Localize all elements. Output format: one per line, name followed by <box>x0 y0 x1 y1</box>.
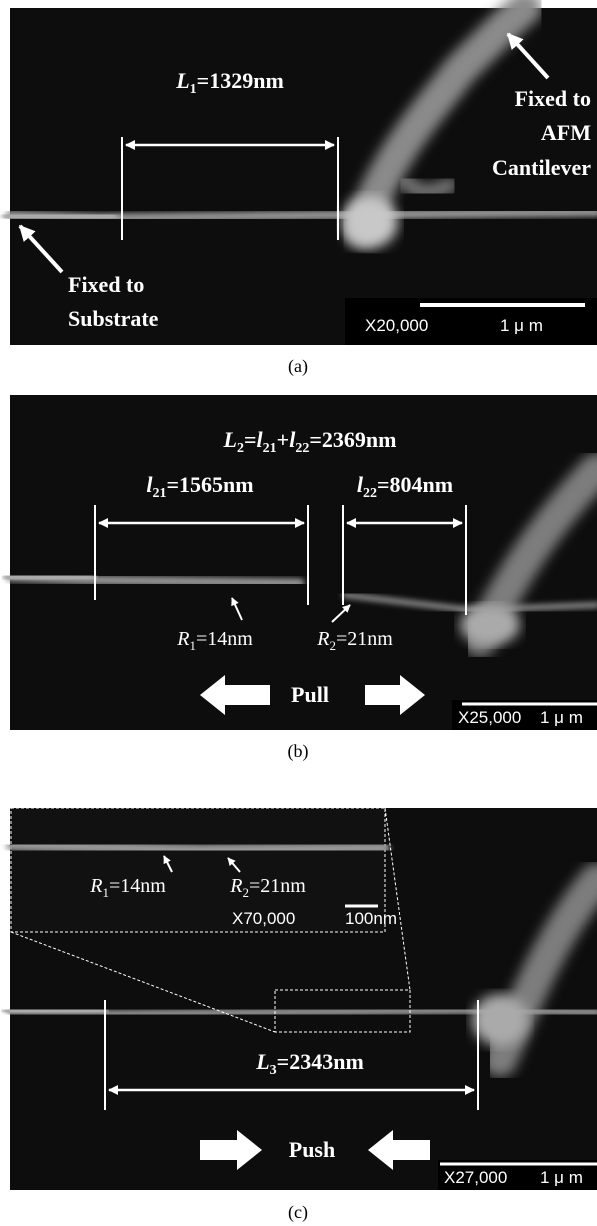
note-line: AFM <box>541 120 591 145</box>
magnification: X27,000 <box>444 1168 507 1187</box>
radius-label: R2=21nm <box>229 875 306 900</box>
radius-label: R1=14nm <box>89 875 166 900</box>
panel-c: R1=14nm R2=21nm X70,000 100nm L3=2343nm … <box>10 808 597 1190</box>
note-line: Cantilever <box>492 155 591 180</box>
magnification: X20,000 <box>365 316 428 335</box>
note-line: Fixed to <box>68 272 144 297</box>
label-part: = <box>244 427 257 452</box>
label-part: 21 <box>263 441 277 456</box>
label-part: 2 <box>237 441 244 456</box>
label-part: R <box>89 875 102 897</box>
bright-blob <box>460 605 520 645</box>
label-part: L <box>175 68 189 93</box>
fiber-base <box>10 1010 100 1012</box>
label-part: =1565nm <box>167 472 254 497</box>
total-label: L2=l21+l22=2369nm <box>223 427 397 456</box>
label-part: L <box>223 427 237 452</box>
label-part: =2343nm <box>277 1049 364 1074</box>
label-part: =21nm <box>249 875 306 897</box>
label-part: 22 <box>363 486 377 501</box>
caption: (b) <box>288 741 309 762</box>
label-part: =14nm <box>109 875 166 897</box>
radius-label: R2=21nm <box>316 628 393 653</box>
bright-blob <box>342 196 398 248</box>
label-part: R <box>229 875 242 897</box>
label-part: =2369nm <box>309 427 396 452</box>
label-part: =14nm <box>196 628 253 650</box>
label-part: 22 <box>295 441 309 456</box>
scale-length: 1 μ m <box>540 1168 583 1187</box>
inset <box>11 808 385 932</box>
fiber-base <box>10 576 90 579</box>
label-part: + <box>277 427 290 452</box>
label-part: 3 <box>270 1063 277 1078</box>
label-part: =804nm <box>377 472 453 497</box>
bright-blob <box>472 994 528 1046</box>
scale-length: 1 μ m <box>500 316 543 335</box>
action-label: Pull <box>291 682 329 707</box>
scale-length: 1 μ m <box>540 708 583 727</box>
label-part: 1 <box>190 82 197 97</box>
caption: (c) <box>288 1202 308 1223</box>
action-label: Push <box>289 1137 335 1162</box>
caption: (a) <box>288 356 308 377</box>
magnification: X70,000 <box>232 909 295 928</box>
radius-label: R1=14nm <box>176 628 253 653</box>
note-line: Substrate <box>68 306 159 331</box>
inset-fiber <box>12 845 384 850</box>
panel-b: L2=l21+l22=2369nm l21=1565nm l22=804nm R… <box>10 395 597 730</box>
magnification: X25,000 <box>458 708 521 727</box>
scale-length: 100nm <box>345 909 397 928</box>
figure: L1=1329nm Fixed to AFM Cantilever Fixed … <box>0 0 597 1226</box>
label-part: 21 <box>153 486 167 501</box>
label-part: R <box>176 628 189 650</box>
label-part: L <box>255 1049 269 1074</box>
label-part: =21nm <box>336 628 393 650</box>
panel-a: L1=1329nm Fixed to AFM Cantilever Fixed … <box>10 8 597 345</box>
note-line: Fixed to <box>515 86 591 111</box>
label-part: =1329nm <box>197 68 284 93</box>
fiber-base <box>10 215 110 218</box>
label-part: R <box>316 628 329 650</box>
